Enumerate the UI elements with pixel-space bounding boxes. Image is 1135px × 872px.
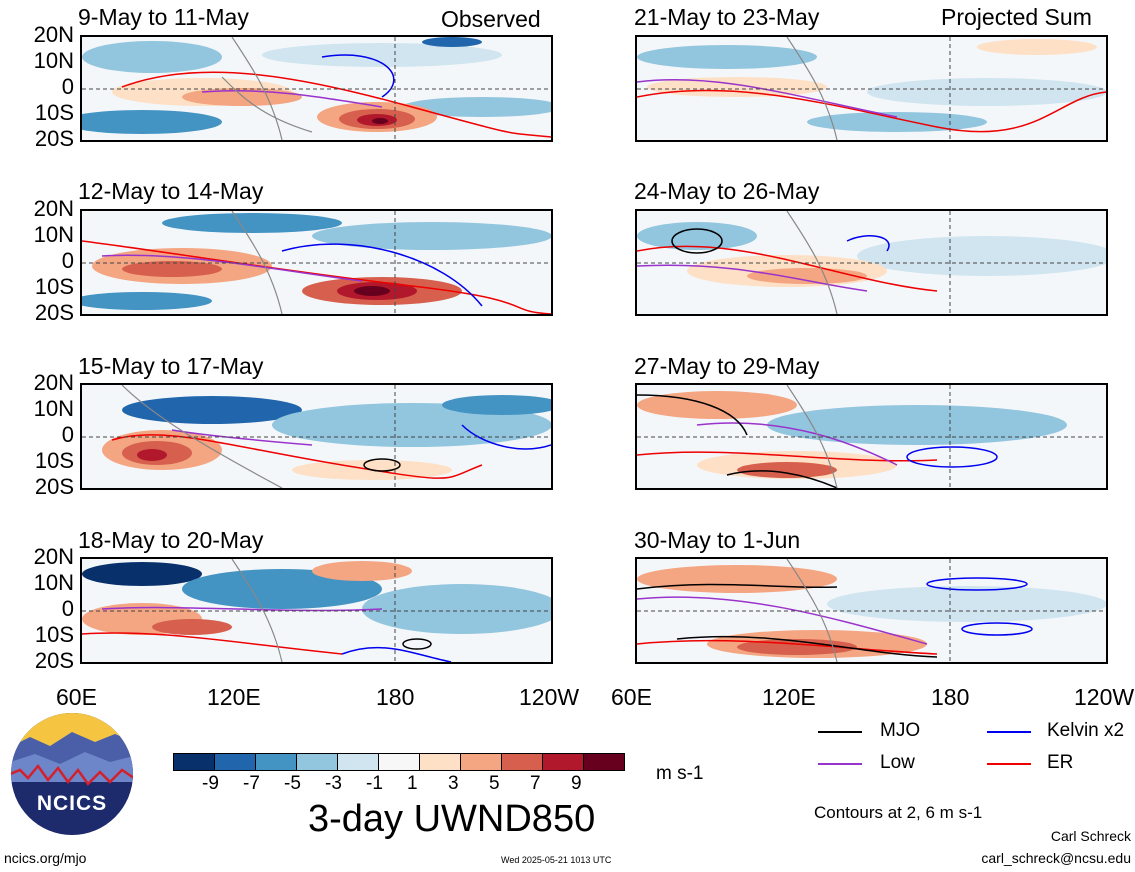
colorbar-tick: -7 (243, 773, 260, 794)
map-panel (635, 35, 1108, 142)
map-panel (635, 209, 1108, 316)
lat-label: 10N (33, 396, 74, 421)
email: carl_schreck@ncsu.edu (981, 850, 1131, 866)
panel-title: 27-May to 29-May (634, 353, 820, 379)
lat-label: 10N (33, 48, 74, 73)
colorbar-tick: 3 (448, 773, 459, 794)
author: Carl Schreck (1050, 828, 1131, 844)
colorbar-units: m s-1 (656, 763, 704, 784)
legend-line-kelvin (987, 731, 1031, 733)
colorbar-tick: -3 (325, 773, 342, 794)
lat-label: 10S (34, 274, 74, 299)
colorbar-swatch (378, 753, 420, 771)
logo-text: NCICS (36, 792, 108, 815)
lat-label: 20S (34, 648, 74, 673)
lat-label: 20N (33, 196, 74, 221)
legend-line-mjo (818, 731, 862, 733)
map-panel (635, 557, 1108, 664)
panel-title: 12-May to 14-May (78, 178, 264, 204)
lon-label: 120W (1074, 684, 1135, 710)
colorbar-swatch (214, 753, 256, 771)
legend-label-kelvin: Kelvin x2 (1047, 720, 1125, 741)
panel-title: 21-May to 23-May (634, 4, 820, 30)
lon-label: 180 (376, 684, 415, 710)
colorbar-swatch (501, 753, 543, 771)
wind-field (637, 37, 1106, 140)
panel-title: 30-May to 1-Jun (634, 527, 801, 553)
panel-title: 24-May to 26-May (634, 178, 820, 204)
lat-label: 20S (34, 474, 74, 499)
colorbar-swatch (460, 753, 502, 771)
wind-field (82, 211, 551, 314)
lat-label: 20S (34, 126, 74, 151)
map-panel (80, 209, 553, 316)
wind-field (637, 211, 1106, 314)
lat-label: 20S (34, 300, 74, 325)
lat-label: 0 (61, 422, 74, 447)
wind-field (637, 385, 1106, 488)
lat-label: 0 (61, 74, 74, 99)
colorbar-tick: 9 (571, 773, 582, 794)
legend-label-er: ER (1047, 752, 1074, 773)
map-panel (80, 557, 553, 664)
lon-label: 120W (519, 684, 580, 710)
map-panel (635, 383, 1108, 490)
legend-label-mjo: MJO (880, 720, 921, 741)
colorbar-tick: 5 (489, 773, 500, 794)
lat-label: 10N (33, 570, 74, 595)
wind-field (637, 559, 1106, 662)
colorbar-swatch (583, 753, 625, 771)
colorbar-swatch (255, 753, 297, 771)
colorbar-tick: -5 (284, 773, 301, 794)
lat-label: 10S (34, 100, 74, 125)
wind-field (82, 37, 551, 140)
lat-label: 0 (61, 248, 74, 273)
lat-label: 20N (33, 544, 74, 569)
colorbar-swatch (173, 753, 215, 771)
wind-field (82, 559, 551, 662)
lat-label: 10S (34, 448, 74, 473)
wind-field (82, 385, 551, 488)
projected-sum-label: Projected Sum (941, 4, 1092, 30)
main-title: 3-day UWND850 (308, 798, 596, 840)
map-panel (80, 383, 553, 490)
panel-title: 18-May to 20-May (78, 527, 264, 553)
logo-icon (11, 713, 133, 835)
panel-title: 15-May to 17-May (78, 353, 264, 379)
colorbar-swatch (337, 753, 379, 771)
legend-label-low: Low (880, 752, 915, 773)
timestamp: Wed 2025-05-21 1013 UTC (501, 855, 612, 865)
lat-label: 10S (34, 622, 74, 647)
colorbar-tick: -9 (202, 773, 219, 794)
colorbar-tick: 7 (530, 773, 541, 794)
lat-label: 20N (33, 370, 74, 395)
map-panel (80, 35, 553, 142)
colorbar-swatch (419, 753, 461, 771)
lat-label: 20N (33, 22, 74, 47)
observed-label: Observed (441, 6, 541, 32)
colorbar-swatch (542, 753, 584, 771)
legend-line-low (818, 763, 862, 765)
lat-label: 10N (33, 222, 74, 247)
lat-label: 0 (61, 596, 74, 621)
lon-label: 60E (611, 684, 652, 710)
lon-label: 120E (207, 684, 261, 710)
ncics-logo: NCICS (10, 712, 134, 836)
colorbar-tick: -1 (366, 773, 383, 794)
panel-title: 9-May to 11-May (78, 4, 249, 30)
lon-label: 120E (762, 684, 816, 710)
colorbar-swatch (296, 753, 338, 771)
contours-note: Contours at 2, 6 m s-1 (814, 803, 983, 822)
site-url: ncics.org/mjo (4, 850, 87, 866)
lon-label: 60E (56, 684, 97, 710)
colorbar-tick: 1 (407, 773, 418, 794)
legend-line-er (987, 763, 1031, 765)
lon-label: 180 (931, 684, 970, 710)
